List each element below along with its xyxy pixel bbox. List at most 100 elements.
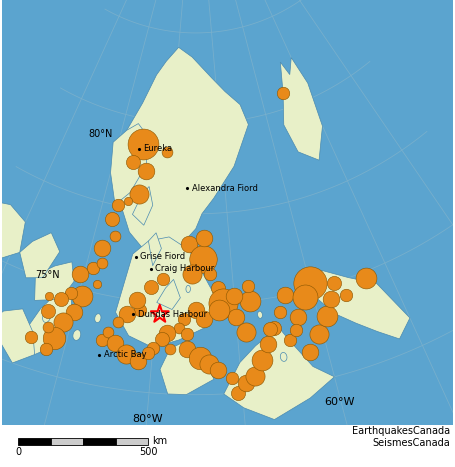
Point (147, 283, 154, 290)
Point (343, 291, 350, 298)
Polygon shape (148, 233, 162, 266)
Point (90, 264, 97, 271)
Point (199, 255, 207, 262)
Point (265, 340, 272, 348)
Polygon shape (157, 279, 180, 310)
Text: 80°W: 80°W (132, 414, 162, 424)
Text: km: km (152, 437, 167, 446)
Point (44, 323, 51, 331)
Point (233, 314, 240, 321)
Point (125, 198, 132, 205)
Point (136, 306, 144, 313)
Point (129, 159, 136, 166)
Point (258, 356, 265, 364)
Point (142, 167, 149, 175)
Point (306, 348, 313, 355)
Polygon shape (20, 233, 60, 278)
Polygon shape (258, 311, 263, 318)
Point (231, 293, 238, 300)
Point (42, 345, 50, 352)
Point (192, 306, 199, 314)
Polygon shape (313, 270, 410, 339)
Polygon shape (121, 47, 248, 257)
Bar (116, 438, 148, 445)
Point (362, 274, 369, 282)
Point (207, 270, 214, 277)
Polygon shape (95, 314, 101, 323)
Point (205, 361, 212, 368)
Point (163, 149, 171, 156)
Text: Arctic Bay: Arctic Bay (104, 350, 147, 359)
Point (279, 90, 287, 97)
Text: 500: 500 (139, 447, 157, 457)
Point (267, 325, 274, 332)
Point (59, 318, 66, 325)
Point (111, 339, 118, 347)
Point (135, 191, 142, 198)
Polygon shape (0, 199, 25, 262)
Point (228, 375, 236, 382)
Point (104, 329, 111, 336)
Polygon shape (160, 340, 214, 395)
Point (134, 297, 141, 304)
Point (70, 309, 77, 316)
Polygon shape (22, 293, 72, 354)
Point (324, 312, 331, 320)
Point (197, 354, 204, 362)
Text: Dundas Harbour: Dundas Harbour (138, 310, 207, 319)
Point (46, 292, 53, 299)
Polygon shape (73, 330, 81, 340)
Point (45, 308, 52, 315)
Text: EarthquakesCanada
SeismesCanada: EarthquakesCanada SeismesCanada (352, 426, 450, 448)
Point (67, 289, 75, 297)
Point (294, 313, 301, 321)
Polygon shape (43, 312, 51, 322)
Text: 60°W: 60°W (324, 397, 355, 407)
Point (144, 349, 152, 357)
Text: 80°N: 80°N (88, 129, 113, 139)
Point (158, 335, 166, 343)
Point (76, 270, 84, 277)
Point (111, 232, 119, 239)
Point (114, 318, 121, 325)
Point (140, 141, 147, 148)
Text: Grise Fiord: Grise Fiord (140, 253, 186, 262)
Text: Eureka: Eureka (143, 144, 172, 153)
Point (247, 297, 254, 304)
Point (302, 293, 309, 301)
Point (50, 334, 57, 342)
Point (327, 296, 334, 303)
Point (245, 282, 252, 290)
Point (57, 296, 64, 303)
Polygon shape (111, 124, 147, 205)
Point (98, 260, 106, 267)
Point (184, 331, 191, 338)
Polygon shape (280, 353, 287, 361)
Text: 0: 0 (15, 447, 21, 457)
Point (200, 234, 207, 241)
Text: Craig Harbour: Craig Harbour (156, 264, 215, 273)
Point (122, 350, 130, 357)
Point (281, 291, 288, 299)
Point (159, 275, 166, 283)
Point (93, 280, 101, 288)
Point (271, 324, 278, 332)
Point (251, 373, 258, 380)
Point (200, 315, 207, 323)
Point (214, 366, 222, 374)
Point (163, 330, 170, 337)
Point (149, 344, 157, 351)
Point (243, 380, 250, 387)
Bar (18, 438, 51, 445)
Point (286, 337, 293, 344)
Point (135, 358, 142, 365)
Point (185, 240, 192, 248)
Point (215, 285, 222, 292)
Point (242, 328, 249, 335)
Point (216, 306, 223, 313)
Polygon shape (0, 309, 35, 363)
Polygon shape (116, 237, 219, 347)
Point (79, 292, 86, 300)
Point (183, 346, 191, 353)
Point (293, 326, 300, 334)
